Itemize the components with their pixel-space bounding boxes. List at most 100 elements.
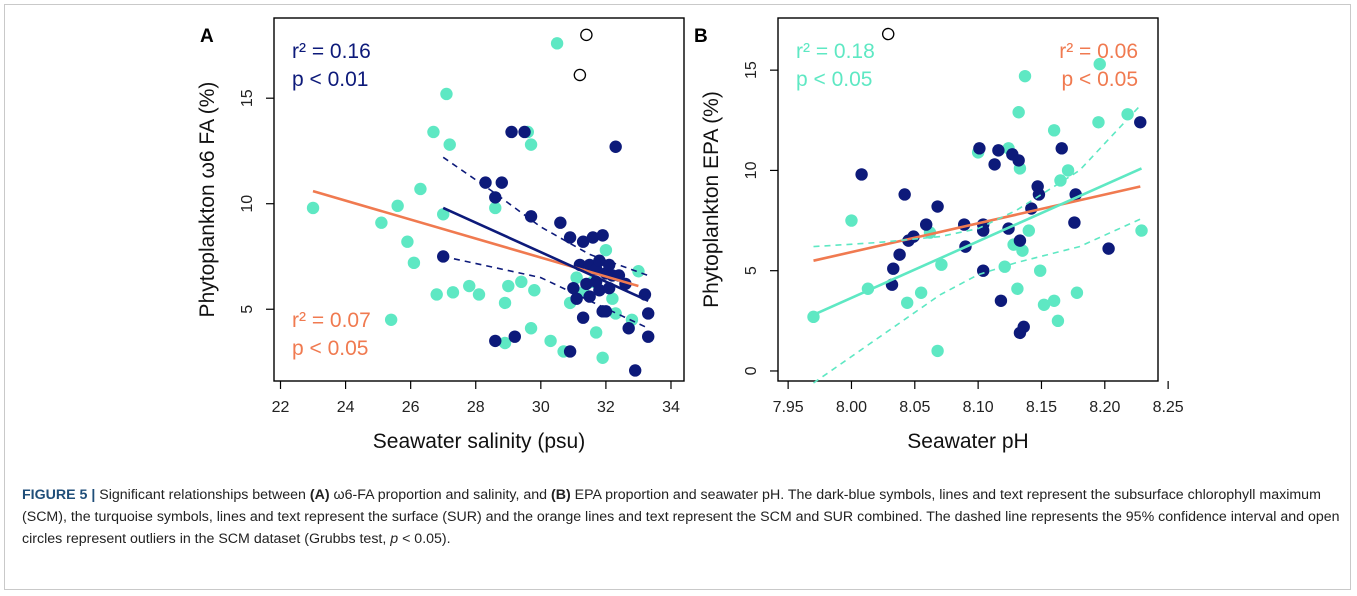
sur-point <box>935 258 948 271</box>
sur-confidence-line <box>813 217 1142 384</box>
y-tick-label: 15 <box>239 89 256 107</box>
sur-point <box>606 292 619 305</box>
scm-point <box>489 191 502 204</box>
sur-point <box>472 288 486 301</box>
sur-point <box>1070 286 1084 299</box>
panel-letter: A <box>200 26 214 47</box>
sur-point <box>544 334 557 348</box>
x-axis-title: Seawater pH <box>907 430 1028 453</box>
y-tick-label: 10 <box>239 195 256 213</box>
scm-point <box>576 311 590 324</box>
scm-point <box>992 144 1005 157</box>
panel-letter: B <box>694 26 708 47</box>
figure-caption: FIGURE 5 | Significant relationships bet… <box>22 484 1340 550</box>
scm-point <box>609 140 622 153</box>
scm-point <box>642 307 655 320</box>
sur-point <box>1047 294 1061 307</box>
sur-point <box>407 256 421 270</box>
x-tick-label: 7.95 <box>773 399 804 416</box>
x-tick-label: 26 <box>402 399 420 416</box>
sur-point <box>437 208 450 221</box>
scm-point <box>931 200 944 213</box>
sur-point <box>1022 224 1035 237</box>
sur-point <box>1047 124 1061 137</box>
plot-frame <box>273 17 685 382</box>
scm-point <box>563 345 577 358</box>
caption-text-4: < 0.05). <box>398 531 451 547</box>
outlier-point <box>573 68 587 82</box>
scm-point <box>576 235 590 248</box>
combined-p-label: p < 0.05 <box>292 337 368 360</box>
sur-point <box>498 296 512 310</box>
sur-point <box>524 138 538 151</box>
scm-point <box>505 125 518 139</box>
scm-point <box>1055 142 1068 155</box>
sur-point <box>446 286 460 299</box>
x-tick-label: 8.20 <box>1089 399 1120 416</box>
sur-point <box>1037 298 1051 311</box>
outlier-point <box>881 27 895 41</box>
x-tick-label: 8.00 <box>836 399 867 416</box>
sur-point <box>440 87 453 101</box>
sur-point <box>427 125 440 139</box>
sur-confidence-line <box>813 103 1143 248</box>
sur-point <box>1092 116 1105 129</box>
scm-point <box>593 284 606 297</box>
scm-point <box>518 125 531 139</box>
sur-point <box>1018 69 1032 83</box>
x-axis-title: Seawater salinity (psu) <box>373 430 585 453</box>
sur-point <box>914 286 928 299</box>
x-tick-label: 22 <box>272 399 290 416</box>
scm-point <box>495 176 508 189</box>
scm-point <box>1032 188 1046 201</box>
sur-point <box>1011 282 1024 295</box>
sur-point <box>845 214 858 227</box>
sur-point <box>599 243 613 257</box>
x-tick-label: 32 <box>597 399 615 416</box>
panel-a: A 22 24 26 28 30 32 34 5 10 15 Seawater salinity (p… <box>196 17 685 453</box>
figure-5-chart: A 22 24 26 28 30 32 34 5 10 15 Seawater salinity (p… <box>196 17 1184 453</box>
scm-point <box>586 231 600 244</box>
sur-point <box>596 351 609 364</box>
scm-point <box>596 229 609 242</box>
scm-point <box>583 290 596 303</box>
sur-point <box>931 344 944 358</box>
sur-point <box>1051 314 1065 328</box>
scm-point <box>489 334 502 348</box>
sur-point <box>1034 264 1047 277</box>
sur-point <box>632 265 645 278</box>
scm-point <box>1013 234 1027 247</box>
figure-label: FIGURE 5 | <box>22 487 96 503</box>
sur-point <box>502 279 515 293</box>
sur-point <box>391 199 404 213</box>
scm-point <box>898 188 911 201</box>
x-tick-label: 24 <box>337 399 355 416</box>
combined-r2-label: r² = 0.07 <box>292 309 371 332</box>
sur-point <box>489 201 502 215</box>
caption-panel-a: (A) <box>309 487 330 503</box>
sur-point <box>375 216 388 229</box>
sur-point <box>1121 108 1134 121</box>
sur-point <box>515 275 528 289</box>
scm-fit-line <box>442 206 649 302</box>
sur-point <box>609 307 622 320</box>
sur-point <box>589 326 603 339</box>
scm-point <box>599 305 613 318</box>
y-axis-title: Phytoplankton EPA (%) <box>700 91 723 308</box>
sur-point <box>443 138 456 151</box>
plot-frame <box>777 17 1159 382</box>
x-tick-label: 8.25 <box>1153 399 1184 416</box>
x-tick-label: 28 <box>467 399 485 416</box>
scm-point <box>977 264 990 277</box>
scm-point <box>479 176 492 189</box>
x-tick-label: 8.15 <box>1026 399 1057 416</box>
sur-point <box>463 279 476 293</box>
scm-point <box>642 330 655 343</box>
caption-text-2: ω6-FA proportion and salinity, and <box>329 487 551 503</box>
scm-point <box>593 254 606 267</box>
scm-point <box>524 210 538 223</box>
sur-point <box>1093 57 1106 71</box>
x-tick-label: 34 <box>662 399 680 416</box>
sur-point <box>528 284 541 297</box>
caption-text-1: Significant relationships between <box>95 487 310 503</box>
